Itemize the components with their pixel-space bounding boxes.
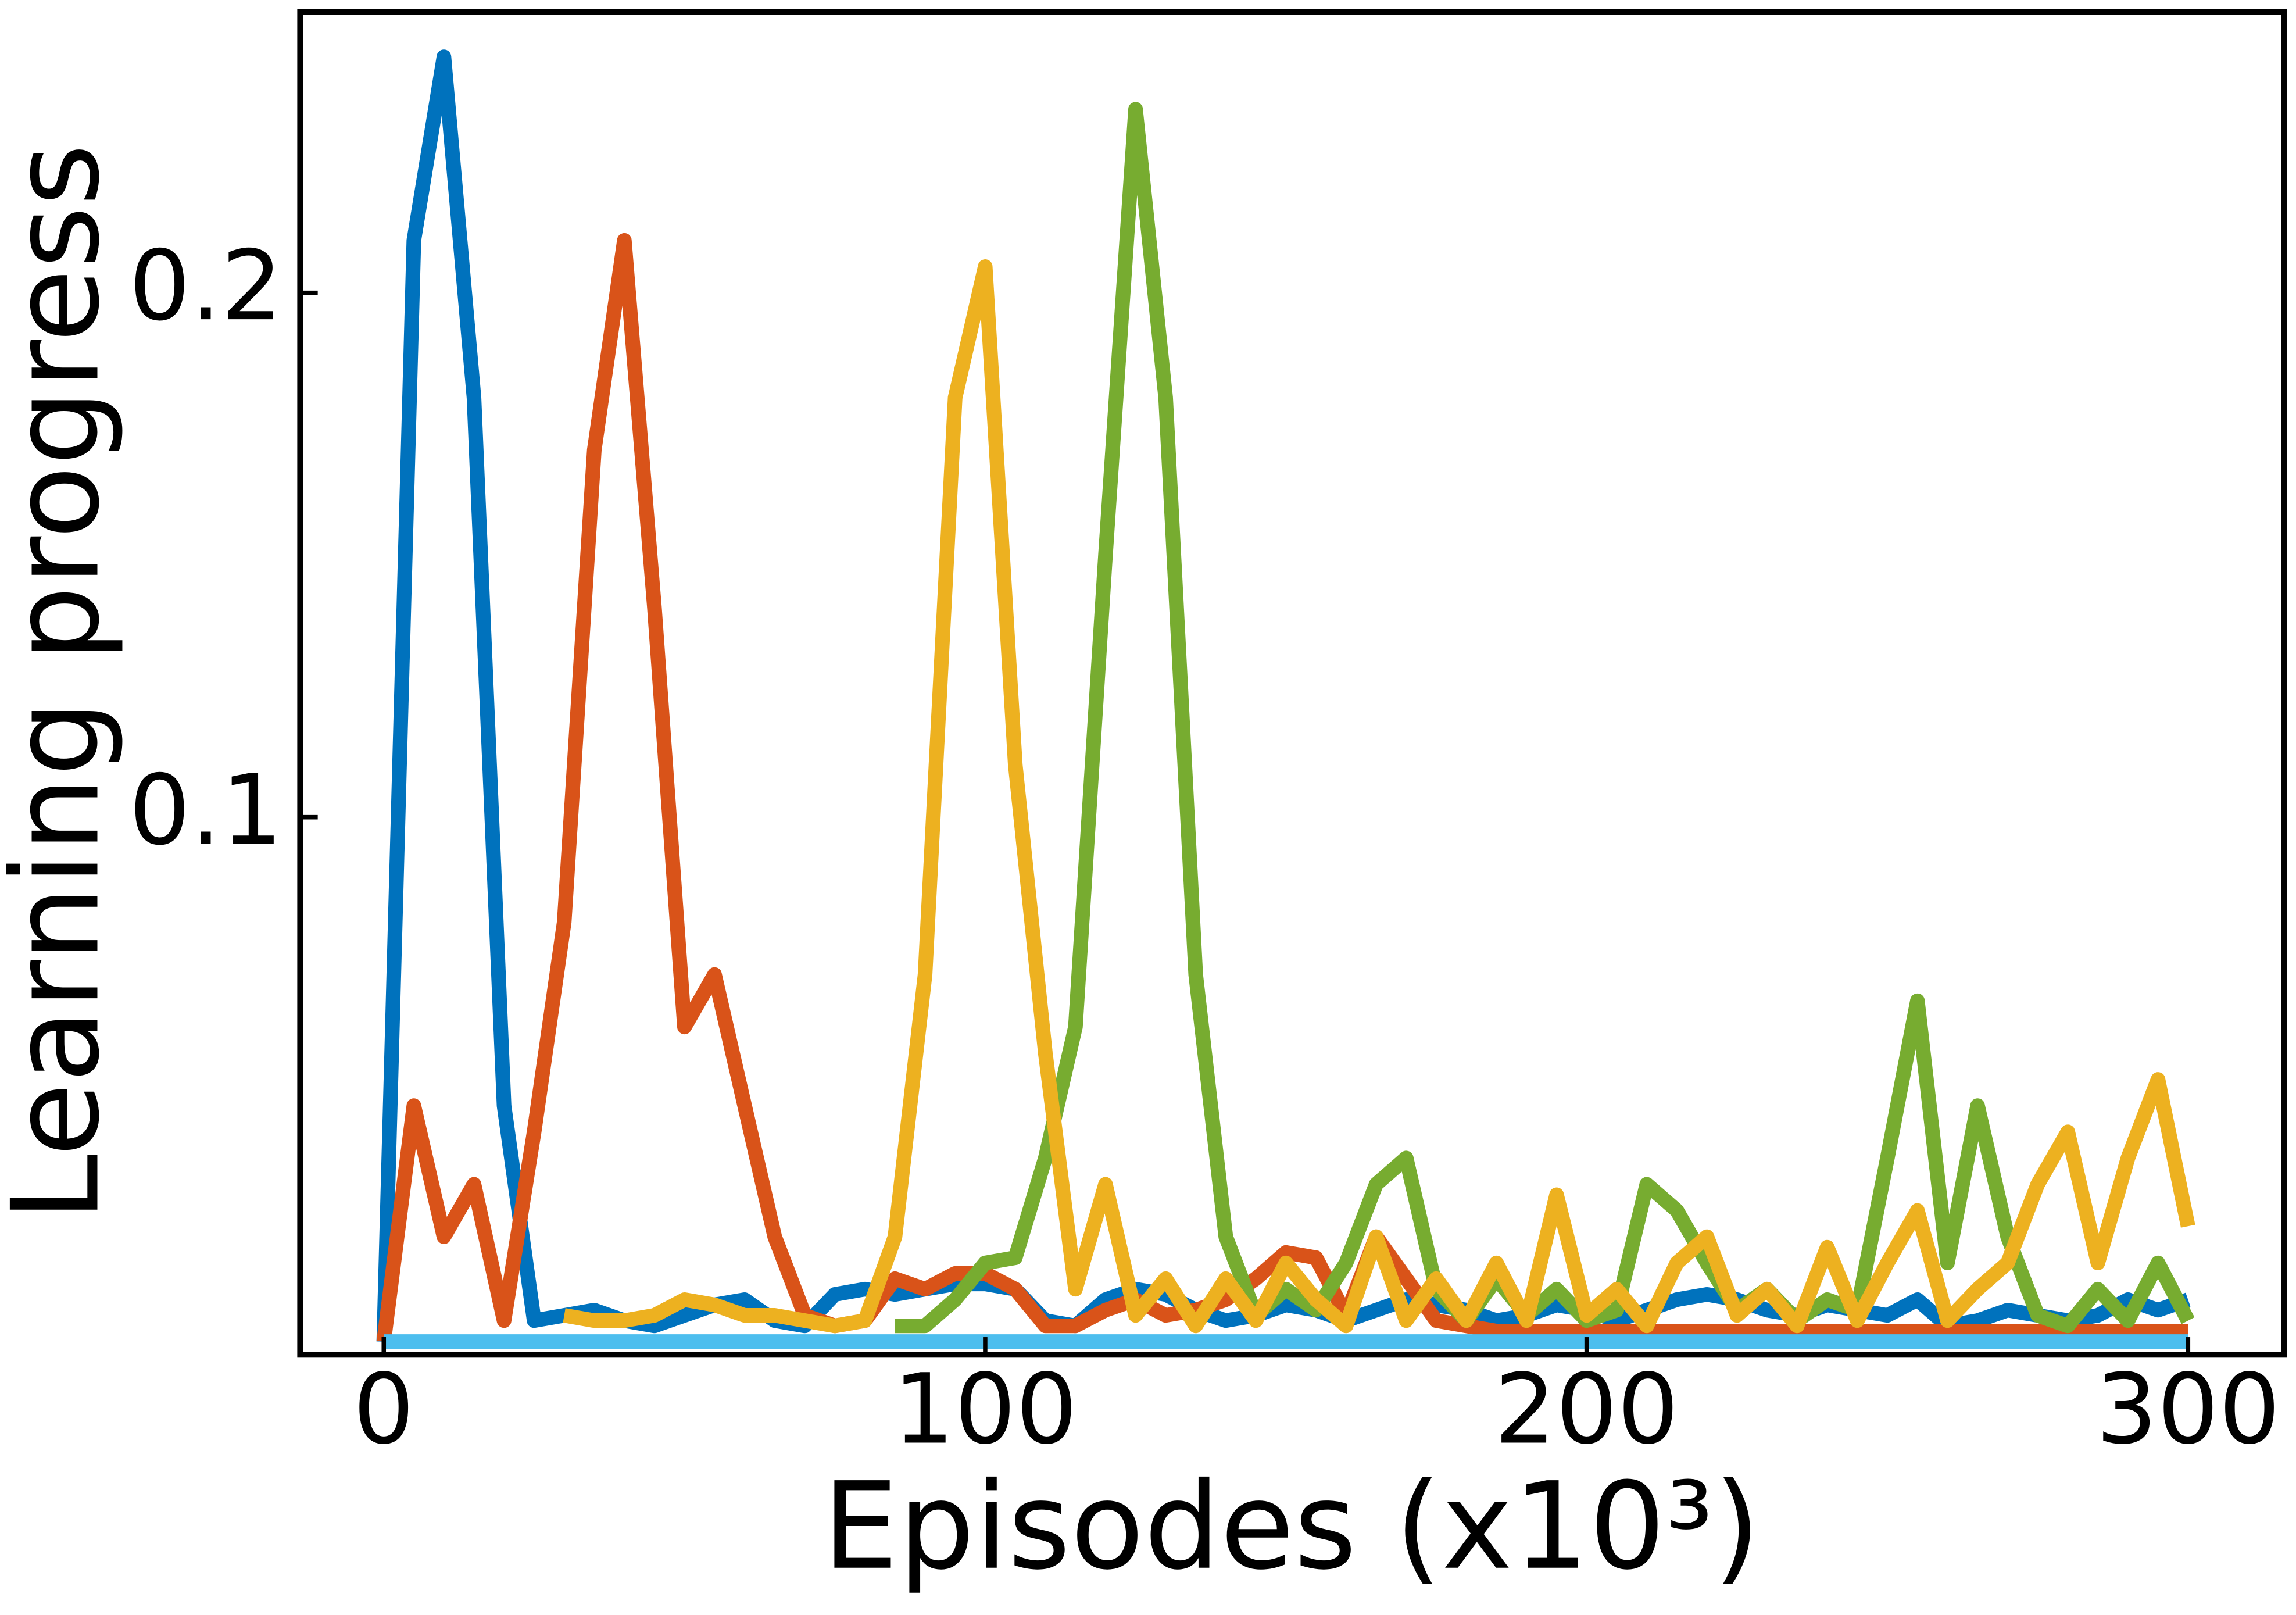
y-axis-label: Learning progress — [0, 144, 126, 1221]
series-line — [376, 233, 2188, 1343]
x-tick-label: 100 — [893, 1353, 1077, 1466]
y-tick-label: 0.2 — [129, 230, 282, 342]
series-line — [895, 102, 2195, 1334]
series-line — [376, 49, 2191, 1342]
x-tick-label: 300 — [2096, 1353, 2280, 1466]
x-axis-label: Episodes (x10³) — [822, 1456, 1760, 1596]
plot-area — [376, 49, 2195, 1349]
series-line — [563, 259, 2195, 1334]
x-tick-label: 0 — [353, 1353, 414, 1466]
axes-frame — [297, 9, 2287, 1358]
y-tick-label: 0.1 — [129, 755, 282, 867]
x-tick-label: 200 — [1494, 1353, 1679, 1466]
